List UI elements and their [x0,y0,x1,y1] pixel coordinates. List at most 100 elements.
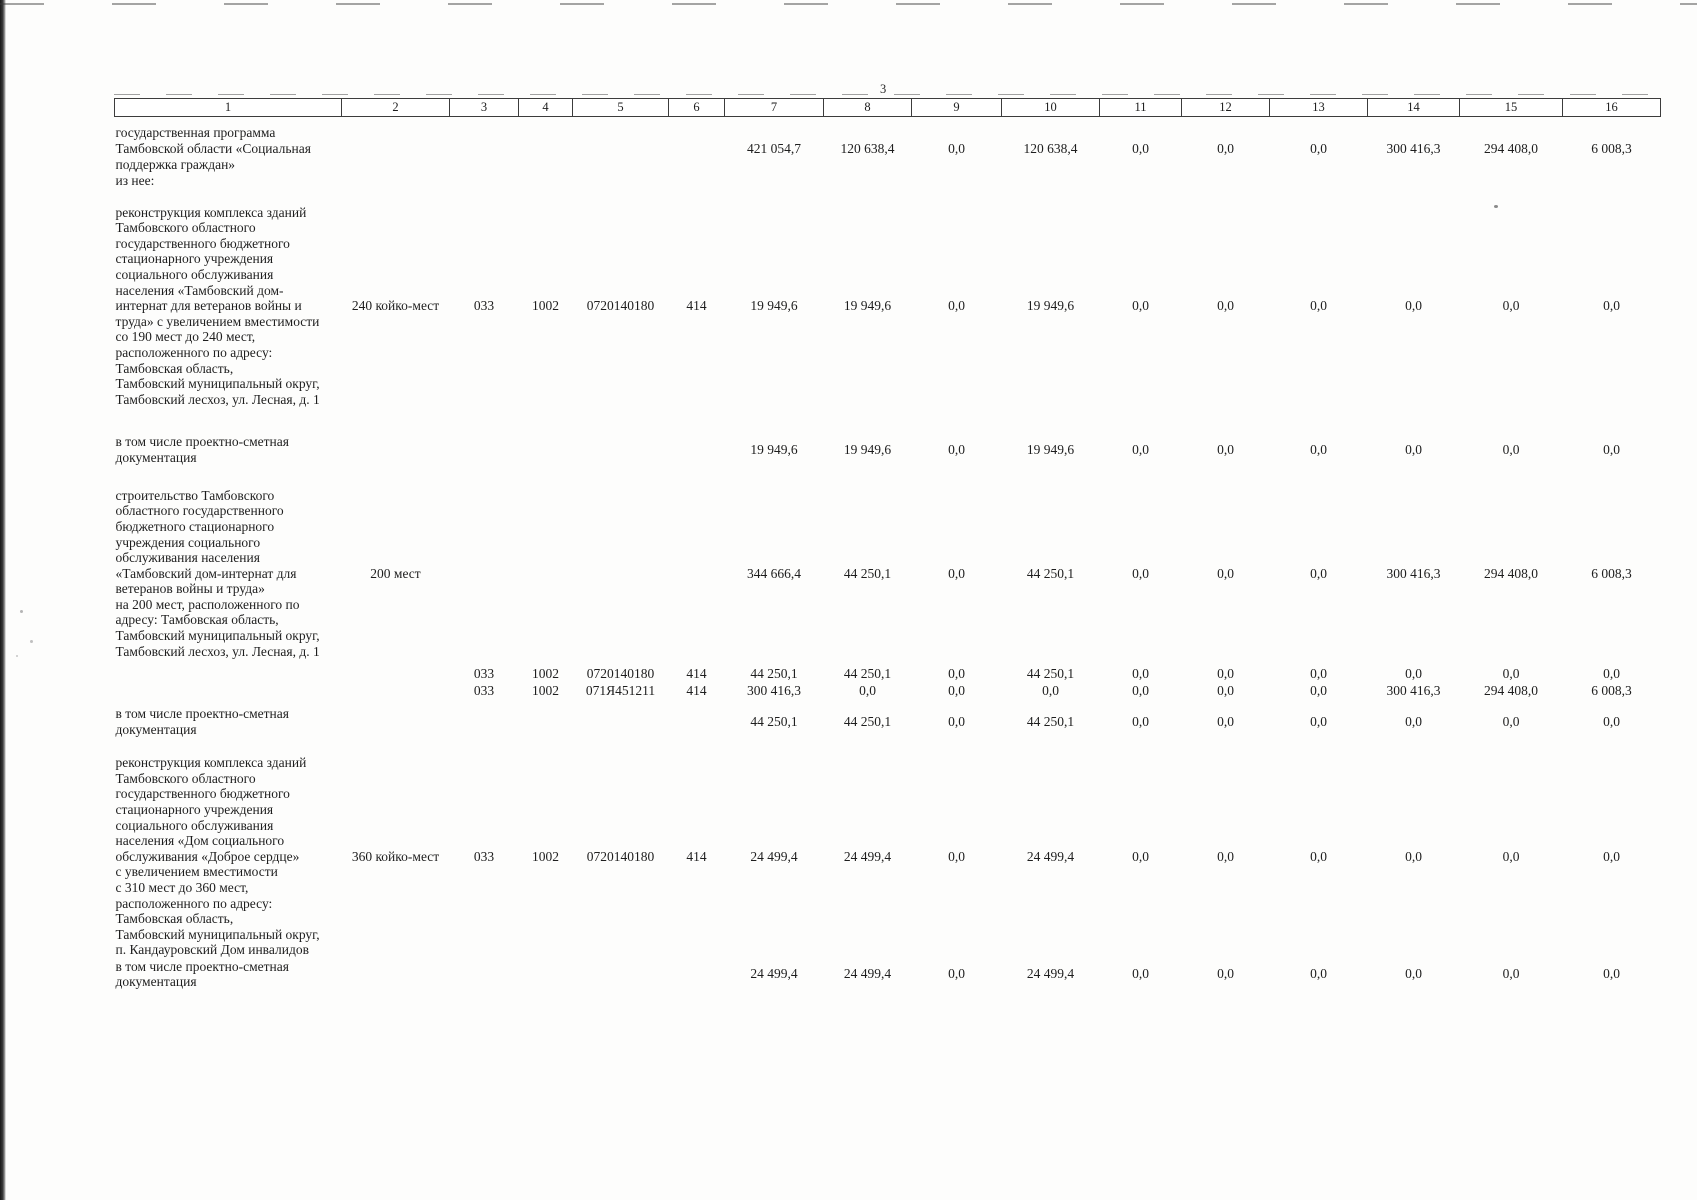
row-budget-codes-2-cell-9: 0,0 [948,683,965,699]
column-header-8: 8 [823,98,912,117]
row-budget-codes-2-cell-8: 0,0 [859,683,876,699]
row-budget-codes-1-cell-1 [115,660,342,682]
page-number: 3 [880,82,887,96]
row-reconstruction-dobroe-serdce: реконструкция комплекса зданий Тамбовско… [115,738,1661,958]
row-design-docs-3-cell-4 [519,958,573,990]
column-header-5: 5 [572,98,669,117]
row-reconstruction-dobroe-serdce-cell-2: 360 койко-мест [351,848,440,864]
row-program-total-cell-5 [573,117,669,173]
column-header-10: 10 [1001,98,1100,117]
row-design-docs-3-cell-5 [573,958,669,990]
row-program-total-cell-2 [342,117,450,173]
row-iz-nee-cell-12 [1182,173,1270,189]
row-design-docs-3-cell-12: 0,0 [1217,966,1234,982]
column-header-15: 15 [1459,98,1563,117]
row-budget-codes-1-cell-2 [342,660,450,682]
row-reconstruction-veterans-cell-1: реконструкция комплекса зданий Тамбовско… [115,204,320,407]
row-construction-200-cell-12: 0,0 [1217,565,1234,581]
row-design-docs-1-cell-13: 0,0 [1310,441,1327,457]
row-design-docs-2-cell-14: 0,0 [1405,713,1422,729]
row-reconstruction-veterans-cell-6: 414 [686,298,707,314]
row-design-docs-1-cell-10: 19 949,6 [1026,441,1075,457]
scan-speck [30,640,33,643]
row-design-docs-1-cell-1: в том числе проектно-сметная документаци… [115,433,289,465]
row-program-total-cell-14: 300 416,3 [1386,140,1441,156]
column-header-13: 13 [1269,98,1368,117]
row-design-docs-2-cell-10: 44 250,1 [1026,713,1075,729]
row-program-total-cell-16: 6 008,3 [1591,140,1632,156]
row-design-docs-3: в том числе проектно-сметная документаци… [115,958,1661,990]
row-reconstruction-veterans: реконструкция комплекса зданий Тамбовско… [115,189,1661,408]
row-design-docs-3-cell-8: 24 499,4 [843,966,892,982]
row-construction-200-cell-11: 0,0 [1132,565,1149,581]
row-design-docs-2-cell-6 [669,701,725,738]
row-construction-200-cell-5 [573,466,669,660]
row-design-docs-1-cell-8: 19 949,6 [843,441,892,457]
row-design-docs-1-cell-11: 0,0 [1132,441,1149,457]
row-design-docs-3-cell-3 [450,958,519,990]
row-reconstruction-veterans-cell-13: 0,0 [1310,298,1327,314]
row-design-docs-1-cell-15: 0,0 [1502,441,1520,457]
row-reconstruction-veterans-cell-3: 033 [473,298,495,314]
row-construction-200-cell-16: 6 008,3 [1591,565,1632,581]
row-construction-200-cell-7: 344 666,4 [747,565,801,581]
row-design-docs-3-cell-13: 0,0 [1310,966,1327,982]
row-budget-codes-1-cell-10: 44 250,1 [1026,665,1075,681]
row-design-docs-3-cell-7: 24 499,4 [750,966,798,982]
row-budget-codes-1-cell-6: 414 [686,665,707,681]
row-construction-200-cell-1: строительство Тамбовского областного гос… [115,487,320,659]
row-iz-nee-cell-15 [1460,173,1563,189]
row-reconstruction-dobroe-serdce-cell-1: реконструкция комплекса зданий Тамбовско… [115,755,320,958]
scan-speck [20,610,23,613]
row-program-total-cell-7: 421 054,7 [747,140,801,156]
row-reconstruction-veterans-cell-14: 0,0 [1405,298,1422,314]
row-program-total-cell-1: государственная программа Тамбовской обл… [115,125,311,172]
row-iz-nee-cell-8 [824,173,912,189]
row-reconstruction-dobroe-serdce-cell-10: 24 499,4 [1026,848,1075,864]
row-iz-nee-cell-2 [342,173,450,189]
row-design-docs-3-cell-10: 24 499,4 [1026,966,1075,982]
row-reconstruction-veterans-cell-16: 0,0 [1603,298,1620,314]
row-budget-codes-1-cell-14: 0,0 [1405,665,1422,681]
row-reconstruction-veterans-cell-9: 0,0 [948,298,965,314]
row-construction-200-cell-9: 0,0 [948,565,965,581]
row-iz-nee-cell-4 [519,173,573,189]
row-design-docs-2-cell-15: 0,0 [1502,713,1520,729]
row-design-docs-2-cell-3 [450,701,519,738]
row-iz-nee-cell-11 [1100,173,1182,189]
row-construction-200-cell-15: 294 408,0 [1484,565,1538,581]
row-program-total-cell-13: 0,0 [1310,140,1327,156]
row-budget-codes-1-cell-11: 0,0 [1132,665,1149,681]
row-program-total-cell-4 [519,117,573,173]
row-reconstruction-veterans-cell-11: 0,0 [1132,298,1149,314]
row-reconstruction-dobroe-serdce-cell-4: 1002 [532,848,559,864]
row-budget-codes-1-cell-9: 0,0 [948,665,965,681]
row-design-docs-2-cell-2 [342,701,450,738]
row-budget-codes-1-cell-7: 44 250,1 [750,665,798,681]
row-design-docs-3-cell-15: 0,0 [1502,966,1520,982]
row-budget-codes-2-cell-7: 300 416,3 [747,683,801,699]
scan-speck [16,655,18,657]
row-design-docs-2-cell-7: 44 250,1 [750,713,798,729]
row-reconstruction-veterans-cell-4: 1002 [532,298,559,314]
row-design-docs-3-cell-2 [342,958,450,990]
row-reconstruction-dobroe-serdce-cell-14: 0,0 [1405,848,1422,864]
column-header-11: 11 [1099,98,1182,117]
row-iz-nee-cell-14 [1368,173,1460,189]
column-header-7: 7 [724,98,824,117]
row-design-docs-2-cell-8: 44 250,1 [843,713,892,729]
row-reconstruction-veterans-cell-8: 19 949,6 [843,298,892,314]
row-design-docs-3-cell-6 [669,958,725,990]
row-reconstruction-dobroe-serdce-cell-11: 0,0 [1132,848,1149,864]
row-budget-codes-1-cell-13: 0,0 [1310,665,1327,681]
column-header-2: 2 [341,98,450,117]
row-reconstruction-dobroe-serdce-cell-7: 24 499,4 [750,848,798,864]
row-iz-nee-cell-9 [912,173,1002,189]
row-design-docs-1-cell-4 [519,408,573,466]
column-header-12: 12 [1181,98,1270,117]
row-design-docs-2-cell-13: 0,0 [1310,713,1327,729]
row-design-docs-1-cell-5 [573,408,669,466]
row-reconstruction-dobroe-serdce-cell-12: 0,0 [1217,848,1234,864]
row-construction-200-cell-4 [519,466,573,660]
row-iz-nee-cell-3 [450,173,519,189]
